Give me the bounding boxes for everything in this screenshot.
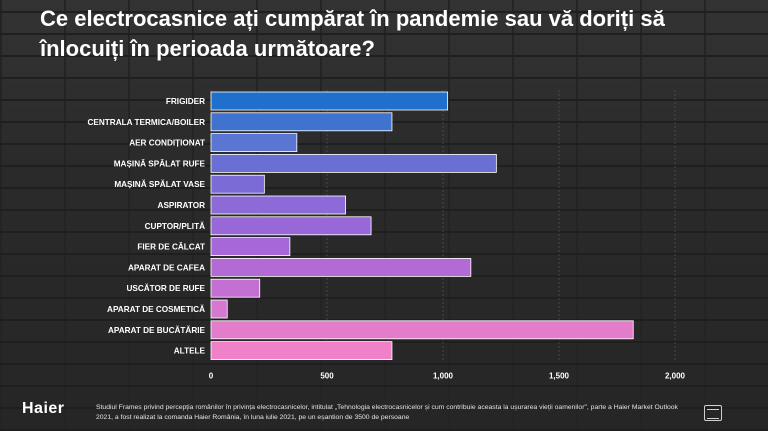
category-label: ASPIRATOR (158, 201, 206, 210)
x-tick-label: 500 (320, 371, 334, 380)
category-label: APARAT DE BUCĂTĂRIE (108, 325, 206, 335)
category-label: CENTRALA TERMICA/BOILER (88, 118, 206, 127)
bar (210, 216, 372, 236)
bar (210, 133, 298, 153)
category-label: USCĂTOR DE RUFE (126, 283, 205, 293)
category-label: FRIGIDER (166, 97, 205, 106)
x-axis-ticks: 0 500 1,000 1,500 2,000 (209, 371, 686, 380)
category-label: MAȘINĂ SPĂLAT RUFE (114, 158, 206, 168)
x-tick-label: 0 (209, 371, 214, 380)
decorative-icon (704, 405, 722, 421)
bar (210, 91, 449, 111)
bar (210, 341, 393, 361)
bar (210, 195, 346, 215)
x-tick-label: 1,500 (549, 371, 570, 380)
category-label: APARAT DE CAFEA (128, 263, 205, 272)
bar (210, 174, 265, 194)
bar (210, 112, 393, 132)
category-label: APARAT DE COSMETICĂ (107, 304, 205, 314)
bars (210, 91, 634, 361)
x-tick-label: 2,000 (665, 371, 686, 380)
bar (210, 299, 228, 319)
bar (210, 153, 497, 173)
bar (210, 320, 634, 340)
category-labels: FRIGIDER CENTRALA TERMICA/BOILER AER CONDI… (88, 97, 206, 356)
chart-title: Ce electrocasnice ați cumpărat în pandem… (40, 6, 665, 61)
haier-logo: Haier (22, 400, 65, 417)
bar (210, 257, 472, 277)
category-label: CUPTOR/PLITĂ (145, 221, 205, 231)
x-tick-label: 1,000 (433, 371, 454, 380)
bar (210, 278, 261, 298)
category-label: FIER DE CĂLCAT (137, 242, 205, 252)
category-label: ALTELE (174, 347, 206, 356)
category-label: MAȘINĂ SPĂLAT VASE (114, 179, 205, 189)
category-label: AER CONDIȚIONAT (129, 139, 205, 148)
bar (210, 237, 291, 257)
footnote: Studiul Frames privind percepția românil… (96, 404, 678, 421)
